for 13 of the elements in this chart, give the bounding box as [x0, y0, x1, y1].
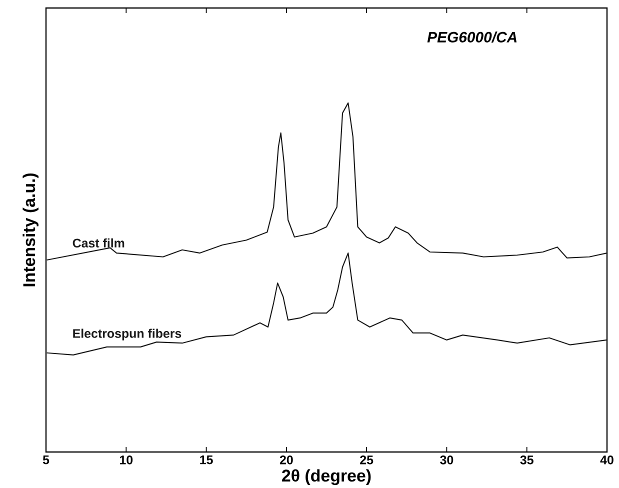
- x-tick-label: 15: [200, 455, 213, 464]
- x-tick-label: 25: [360, 455, 374, 464]
- y-axis-title: Intensity (a.u.): [22, 173, 38, 286]
- x-axis-title: 2θ (degree): [282, 469, 371, 485]
- series-label: Cast film: [72, 238, 124, 248]
- x-tick-label: 20: [280, 455, 293, 464]
- x-tick-label: 10: [120, 455, 133, 464]
- x-tick-label: 5: [42, 455, 50, 464]
- chart-title: PEG6000/CA: [427, 31, 517, 42]
- x-tick-label: 30: [440, 455, 454, 464]
- series-label: Electrospun fibers: [73, 328, 182, 340]
- x-tick-label: 35: [520, 455, 534, 464]
- x-tick-label: 40: [600, 455, 614, 464]
